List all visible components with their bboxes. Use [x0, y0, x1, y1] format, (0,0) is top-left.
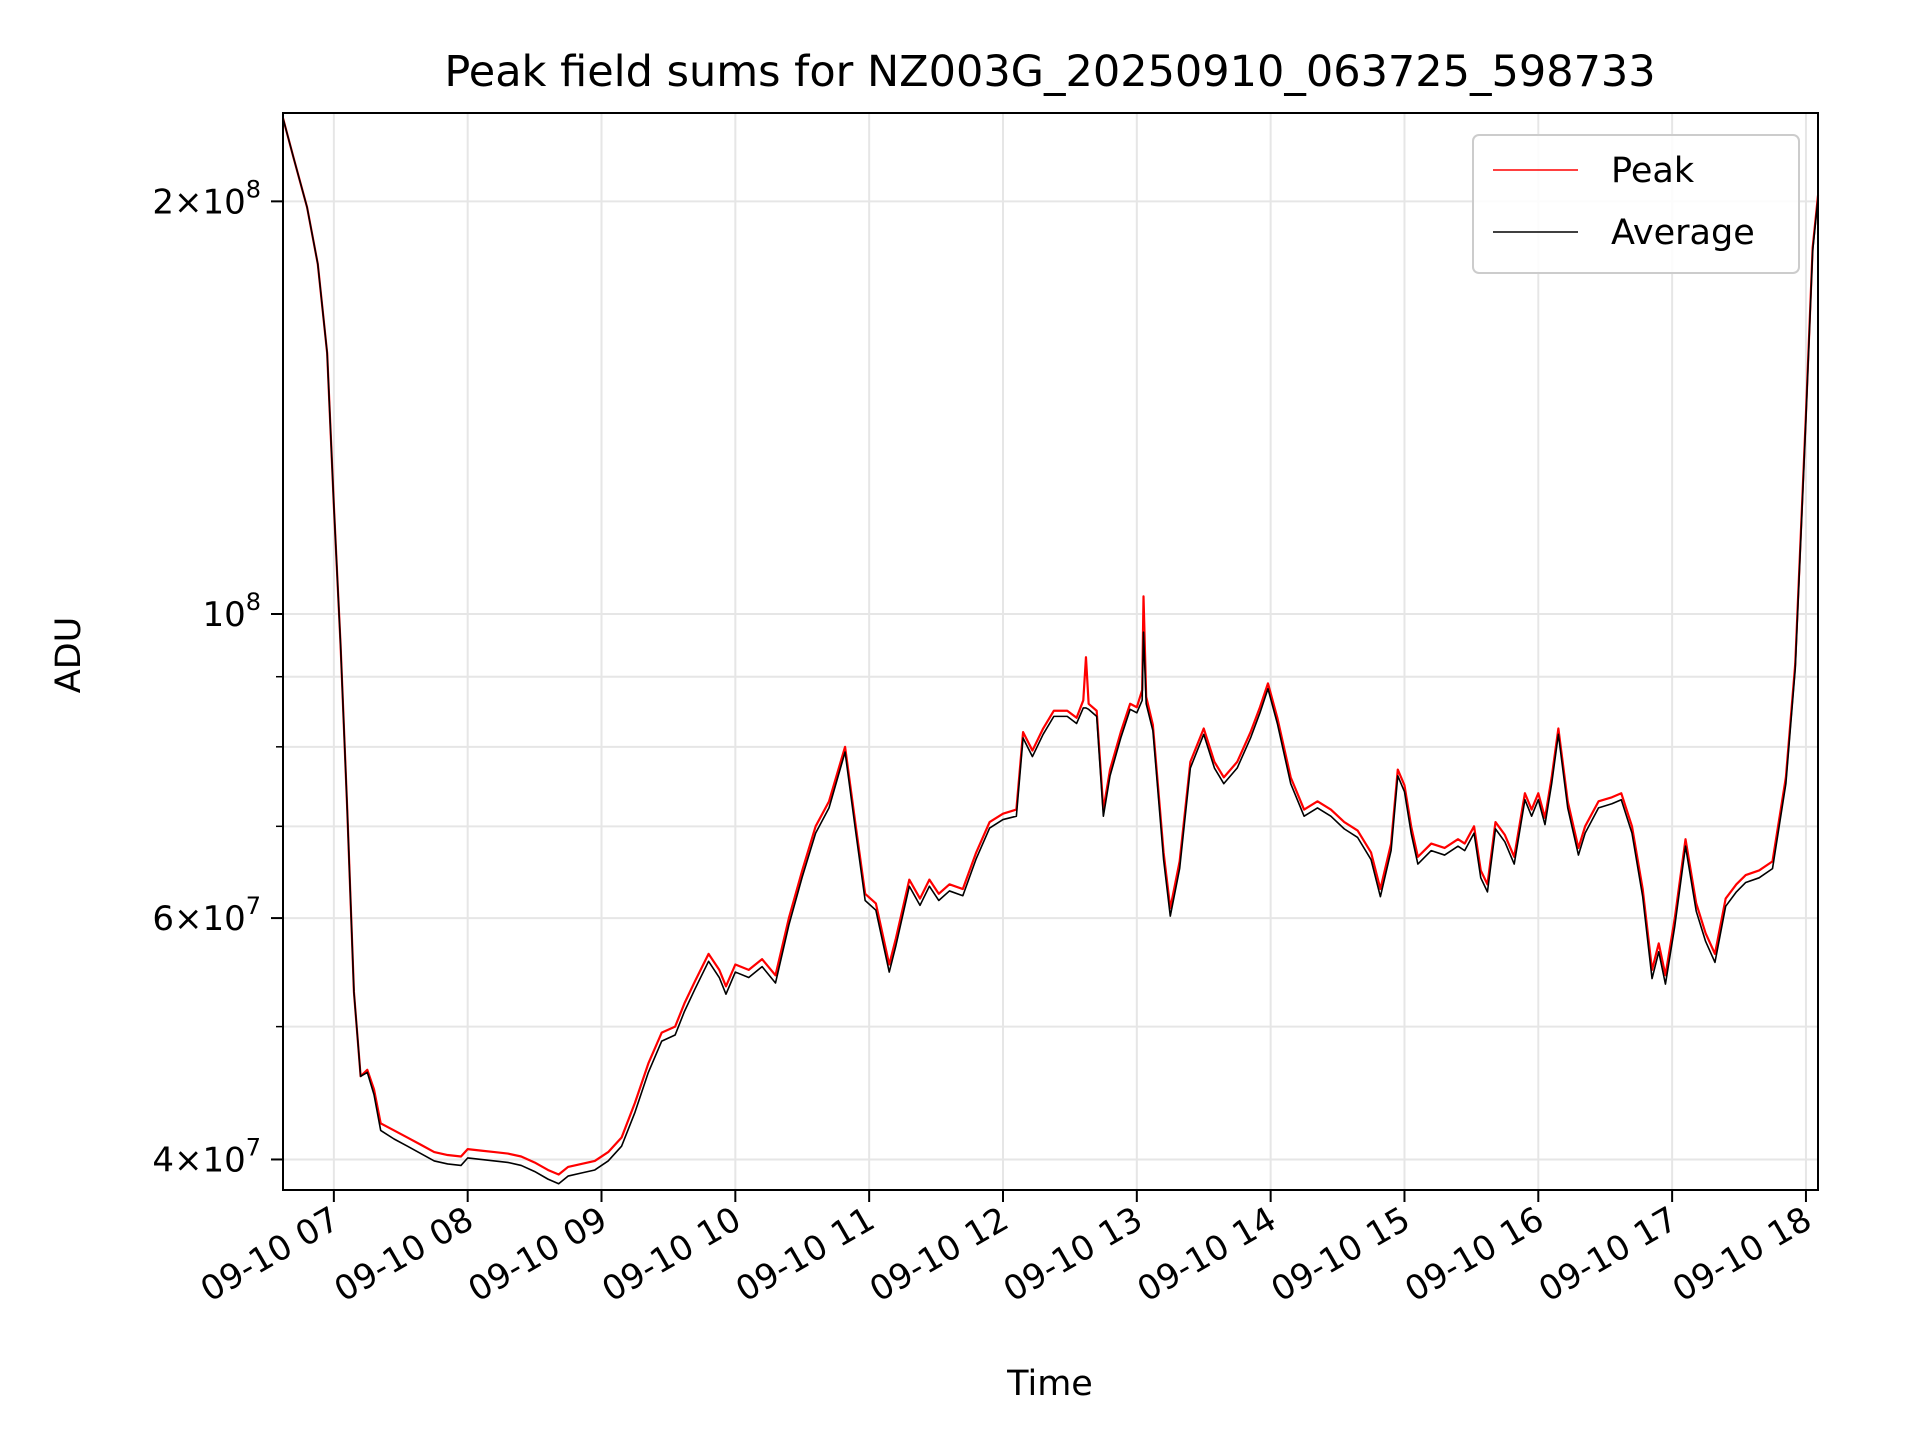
plot-frame: [282, 112, 1819, 1191]
grid: [283, 113, 1818, 1190]
legend-label-peak: Peak: [1611, 151, 1695, 191]
series-line-average: [282, 117, 1819, 1185]
y-axis: 4×107 6×107 108 2×108: [152, 175, 283, 1180]
y-tick-label: 2×108: [152, 175, 261, 222]
y-tick-label: 108: [202, 588, 261, 635]
legend-label-average: Average: [1611, 213, 1755, 253]
legend: Peak Average: [1472, 134, 1800, 274]
chart-title: Peak field sums for NZ003G_20250910_0637…: [444, 47, 1655, 97]
y-axis-label: ADU: [49, 617, 89, 694]
x-axis-label: Time: [1006, 1364, 1093, 1404]
y-tick-label: 4×107: [152, 1133, 261, 1180]
y-tick-label: 6×107: [152, 892, 261, 939]
series-layer: [281, 117, 1820, 1185]
